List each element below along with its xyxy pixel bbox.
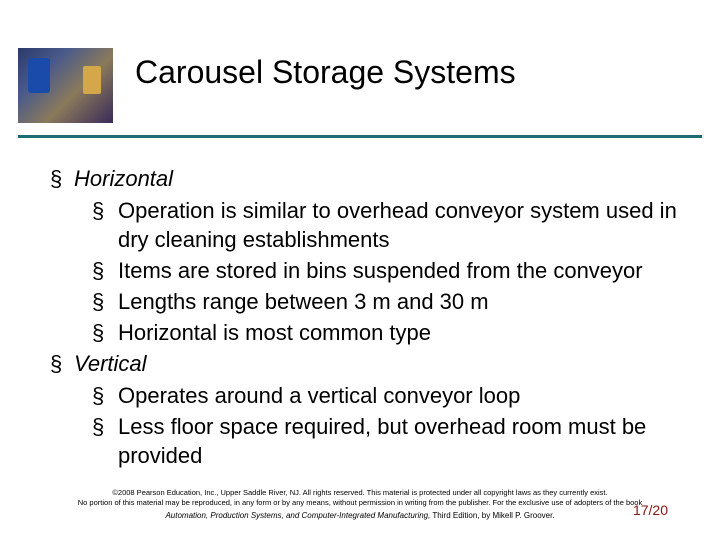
bullet-label: Vertical: [74, 351, 147, 376]
sub-bullet: Lengths range between 3 m and 30 m: [92, 287, 692, 316]
book-citation: Automation, Production Systems, and Comp…: [40, 511, 680, 522]
sub-bullet: Horizontal is most common type: [92, 318, 692, 347]
sub-bullet: Operation is similar to overhead conveyo…: [92, 196, 692, 254]
copyright-line-1: ©2008 Pearson Education, Inc., Upper Sad…: [40, 488, 680, 498]
slide-title: Carousel Storage Systems: [135, 54, 516, 91]
bullet-list-level2: Operation is similar to overhead conveyo…: [74, 196, 692, 347]
slide-header: Carousel Storage Systems: [0, 0, 720, 123]
bullet-vertical: Vertical Operates around a vertical conv…: [50, 349, 692, 470]
sub-bullet: Less floor space required, but overhead …: [92, 412, 692, 470]
bullet-list-level2: Operates around a vertical conveyor loop…: [74, 381, 692, 470]
footer: ©2008 Pearson Education, Inc., Upper Sad…: [0, 488, 720, 522]
bullet-list-level1: Horizontal Operation is similar to overh…: [50, 164, 692, 470]
bullet-label: Horizontal: [74, 166, 173, 191]
page-number: 17/20: [633, 502, 668, 518]
book-title-rest: Third Edition, by Mikell P. Groover.: [430, 511, 554, 520]
book-title-italic: Automation, Production Systems, and Comp…: [165, 511, 430, 520]
slide-content: Horizontal Operation is similar to overh…: [0, 138, 720, 470]
sub-bullet: Operates around a vertical conveyor loop: [92, 381, 692, 410]
header-thumbnail: [18, 48, 113, 123]
sub-bullet: Items are stored in bins suspended from …: [92, 256, 692, 285]
copyright-line-2: No portion of this material may be repro…: [40, 498, 680, 508]
bullet-horizontal: Horizontal Operation is similar to overh…: [50, 164, 692, 347]
